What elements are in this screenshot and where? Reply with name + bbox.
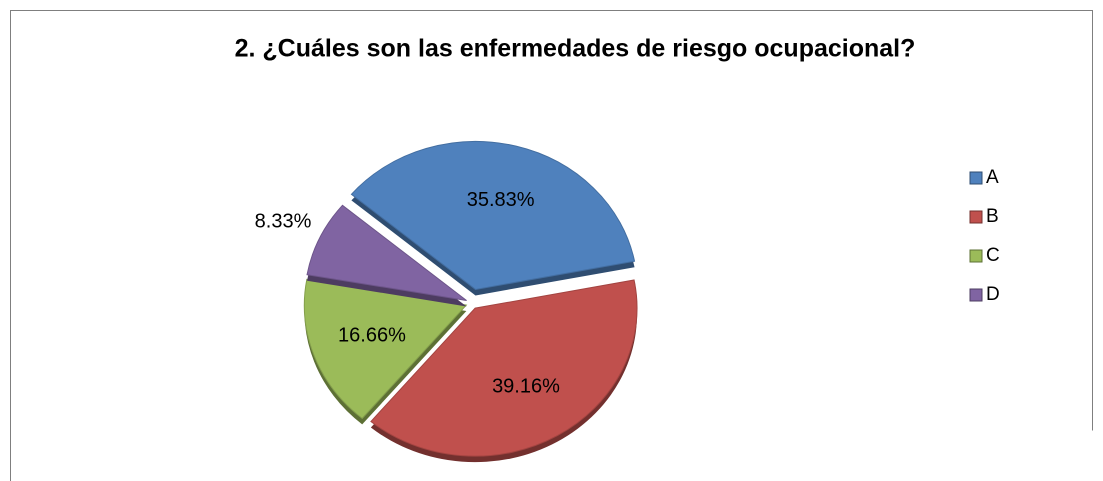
legend-swatch [969,210,983,224]
legend-swatch [969,171,983,185]
chart-title: 2. ¿Cuáles son las enfermedades de riesg… [235,35,916,63]
legend-label: C [986,245,1000,266]
legend-swatch [969,288,983,302]
pie: 35.83% 39.16% 16.66% 8.33% [255,141,638,463]
slice [306,204,467,301]
data-label: 16.66% [338,325,406,347]
legend-label: A [986,167,999,188]
slice [303,278,468,420]
slice [350,141,636,290]
data-label: 39.16% [492,376,560,398]
legend-label: B [986,206,999,227]
data-label: 35.83% [467,189,535,211]
chart-border [10,10,1093,481]
data-label: 8.33% [255,211,312,233]
legend-swatch [969,249,983,263]
slice [370,279,638,457]
legend-label: D [986,284,1000,305]
